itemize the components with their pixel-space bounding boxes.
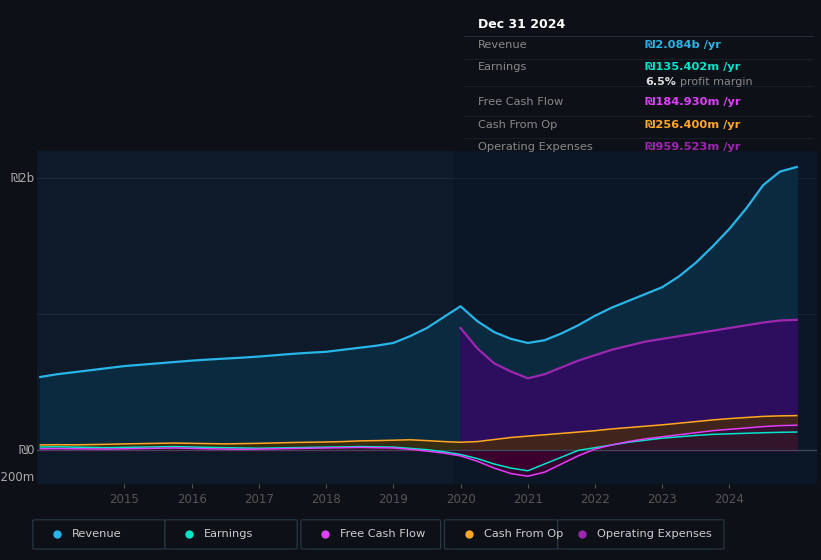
FancyBboxPatch shape (444, 520, 557, 549)
Text: Free Cash Flow: Free Cash Flow (340, 529, 425, 539)
Text: Dec 31 2024: Dec 31 2024 (478, 17, 565, 31)
Text: ₪959.523m /yr: ₪959.523m /yr (645, 142, 741, 152)
Text: 6.5%: 6.5% (645, 77, 677, 87)
Text: ₪135.402m /yr: ₪135.402m /yr (645, 62, 741, 72)
Text: ₪0: ₪0 (18, 444, 34, 457)
Text: Cash From Op: Cash From Op (484, 529, 563, 539)
Text: -₪200m: -₪200m (0, 471, 34, 484)
Text: Revenue: Revenue (478, 40, 527, 50)
FancyBboxPatch shape (33, 520, 165, 549)
Text: ₪184.930m /yr: ₪184.930m /yr (645, 97, 741, 108)
Text: ₪2b: ₪2b (11, 172, 34, 185)
Text: Operating Expenses: Operating Expenses (478, 142, 593, 152)
Text: Earnings: Earnings (204, 529, 254, 539)
Bar (454, 151, 817, 484)
Text: Cash From Op: Cash From Op (478, 119, 557, 129)
Text: Operating Expenses: Operating Expenses (597, 529, 712, 539)
FancyBboxPatch shape (301, 520, 441, 549)
Text: Free Cash Flow: Free Cash Flow (478, 97, 563, 108)
FancyBboxPatch shape (557, 520, 724, 549)
Text: ₪256.400m /yr: ₪256.400m /yr (645, 119, 741, 129)
Text: Revenue: Revenue (72, 529, 122, 539)
Text: profit margin: profit margin (680, 77, 753, 87)
Text: ₪2.084b /yr: ₪2.084b /yr (645, 40, 722, 50)
Text: Earnings: Earnings (478, 62, 527, 72)
FancyBboxPatch shape (165, 520, 297, 549)
